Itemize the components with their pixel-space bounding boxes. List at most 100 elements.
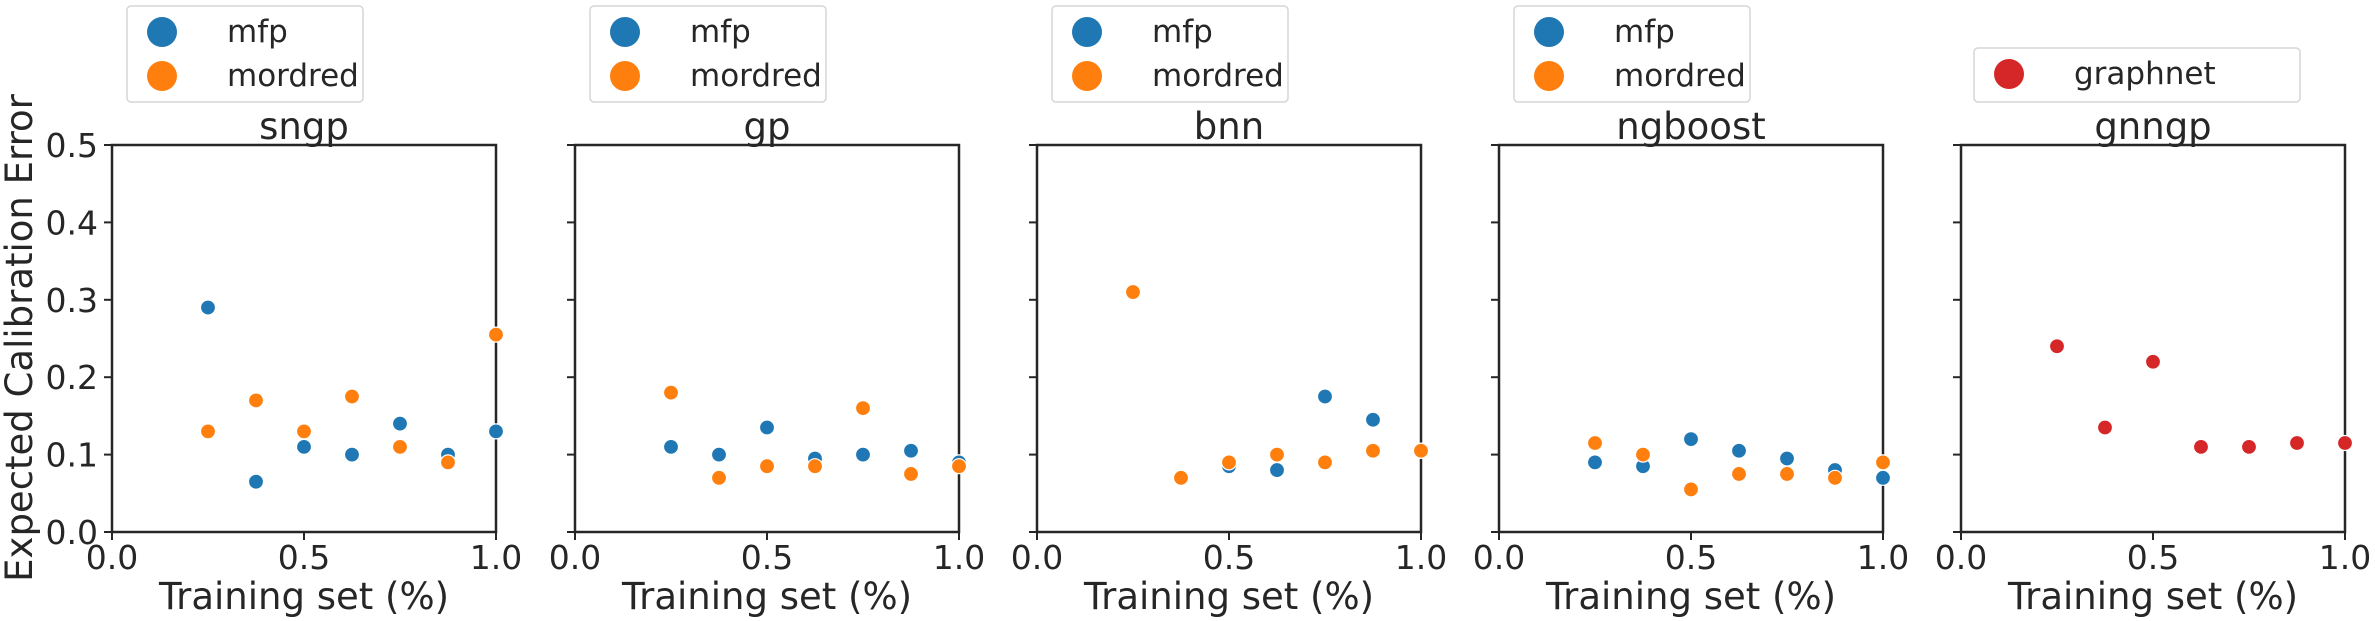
x-tick-label: 0.0 xyxy=(1011,538,1063,577)
legend-marker-mfp xyxy=(1072,17,1102,47)
y-tick-label: 0.5 xyxy=(46,126,98,165)
legend-frame xyxy=(589,5,827,103)
panel-gnngp: gnngp 0.0 0.5 1.0 Training set (%) graphnet xyxy=(1935,47,2371,618)
legend: mfp mordred xyxy=(589,5,827,103)
point-mordred xyxy=(902,465,920,483)
legend-marker-mfp xyxy=(610,17,640,47)
x-axis-label: Training set (%) xyxy=(2007,575,2298,618)
legend-marker-mordred xyxy=(1534,61,1564,91)
point-graphnet xyxy=(2096,419,2114,436)
legend-frame xyxy=(1513,5,1751,103)
legend-label-mfp: mfp xyxy=(1152,14,1213,50)
point-mordred xyxy=(343,388,361,405)
point-mfp xyxy=(758,419,776,436)
plot-frame xyxy=(1497,143,1885,534)
point-mordred xyxy=(1412,442,1430,459)
point-mfp xyxy=(199,299,217,316)
point-mfp xyxy=(295,438,313,455)
point-mordred xyxy=(1586,434,1604,452)
panel-sngp: sngp 0.0 0.1 0.2 0.3 0.4 0.5 0.0 0.5 1.0 Training … xyxy=(46,5,522,618)
x-axis-label: Training set (%) xyxy=(1545,575,1836,618)
point-mordred xyxy=(1172,469,1190,486)
point-mordred xyxy=(1634,446,1652,463)
panel-bnn: bnn 0.0 0.5 1.0 Training set (%) mfp mordred xyxy=(1011,5,1447,618)
x-tick-label: 1.0 xyxy=(470,538,522,577)
x-tick-label: 0.0 xyxy=(86,538,138,577)
point-mfp xyxy=(1730,442,1748,459)
point-mordred xyxy=(758,458,776,475)
point-mordred xyxy=(1778,465,1796,483)
panel-title: bnn xyxy=(1194,105,1264,148)
point-mfp xyxy=(854,446,872,463)
legend-marker-mordred xyxy=(1072,61,1102,91)
y-tick-label: 0.2 xyxy=(46,358,98,397)
plot-frame xyxy=(110,143,498,534)
point-mfp xyxy=(247,473,265,490)
legend-marker-mordred xyxy=(610,61,640,91)
legend-frame xyxy=(126,5,364,103)
point-graphnet xyxy=(2336,434,2354,452)
x-tick-label: 0.5 xyxy=(2127,538,2179,577)
legend-frame xyxy=(1973,47,2301,103)
panel-gp: gp 0.0 0.5 1.0 Training set (%) mfp mordred xyxy=(549,5,985,618)
point-mordred xyxy=(1364,442,1382,459)
y-tick-label: 0.0 xyxy=(46,513,98,552)
point-mfp xyxy=(662,438,680,455)
point-mordred xyxy=(487,326,505,343)
point-graphnet xyxy=(2048,338,2066,355)
panel-title: gp xyxy=(744,105,791,148)
x-axis-label: Training set (%) xyxy=(158,575,449,618)
panel-title: ngboost xyxy=(1616,105,1765,148)
legend: graphnet xyxy=(1973,47,2301,103)
point-mordred xyxy=(1826,469,1844,486)
y-tick-label: 0.4 xyxy=(46,203,98,242)
point-mfp xyxy=(1874,469,1892,486)
legend-label-graphnet: graphnet xyxy=(2074,56,2216,92)
point-mfp xyxy=(1586,454,1604,471)
panel-title: gnngp xyxy=(2094,105,2211,148)
legend-label-mordred: mordred xyxy=(227,58,359,94)
legend-label-mfp: mfp xyxy=(690,14,751,50)
legend-marker-mfp xyxy=(147,17,177,47)
point-mfp xyxy=(1682,431,1700,448)
x-tick-label: 0.5 xyxy=(741,538,793,577)
x-tick-label: 0.0 xyxy=(1473,538,1525,577)
y-axis-label: Expected Calibration Error xyxy=(0,93,41,581)
x-axis-label: Training set (%) xyxy=(1083,575,1374,618)
point-mordred xyxy=(1124,283,1142,301)
point-graphnet xyxy=(2192,438,2210,455)
legend: mfp mordred xyxy=(126,5,364,103)
point-mordred xyxy=(391,438,409,455)
legend-label-mfp: mfp xyxy=(227,14,288,50)
point-graphnet xyxy=(2288,434,2306,452)
legend-label-mordred: mordred xyxy=(690,58,822,94)
x-tick-label: 1.0 xyxy=(1857,538,1909,577)
x-tick-label: 0.0 xyxy=(1935,538,1987,577)
legend-label-mordred: mordred xyxy=(1152,58,1284,94)
point-mordred xyxy=(1220,454,1238,471)
point-graphnet xyxy=(2144,353,2162,370)
legend: mfp mordred xyxy=(1051,5,1289,103)
point-mfp xyxy=(487,423,505,440)
point-mordred xyxy=(295,423,313,440)
panels: sngp 0.0 0.1 0.2 0.3 0.4 0.5 0.0 0.5 1.0 Training … xyxy=(46,5,2371,618)
x-tick-label: 0.5 xyxy=(1203,538,1255,577)
legend-frame xyxy=(1051,5,1289,103)
legend-marker-mfp xyxy=(1534,17,1564,47)
point-mfp xyxy=(1268,461,1286,479)
y-tick-label: 0.3 xyxy=(46,281,98,320)
point-mordred xyxy=(1730,465,1748,483)
panel-ngboost: ngboost 0.0 0.5 1.0 Training set (%) mfp mordr… xyxy=(1473,5,1909,618)
point-mordred xyxy=(662,384,680,401)
point-mordred xyxy=(247,392,265,409)
point-mordred xyxy=(1874,454,1892,471)
point-mfp xyxy=(1778,450,1796,467)
y-axis-label-group: Expected Calibration Error xyxy=(0,93,41,581)
plot-frame xyxy=(1959,143,2347,534)
point-mordred xyxy=(439,454,457,471)
point-graphnet xyxy=(2240,438,2258,455)
legend-marker-graphnet xyxy=(1994,59,2024,89)
point-mfp xyxy=(902,442,920,459)
point-mfp xyxy=(391,415,409,432)
legend-label-mfp: mfp xyxy=(1614,14,1675,50)
